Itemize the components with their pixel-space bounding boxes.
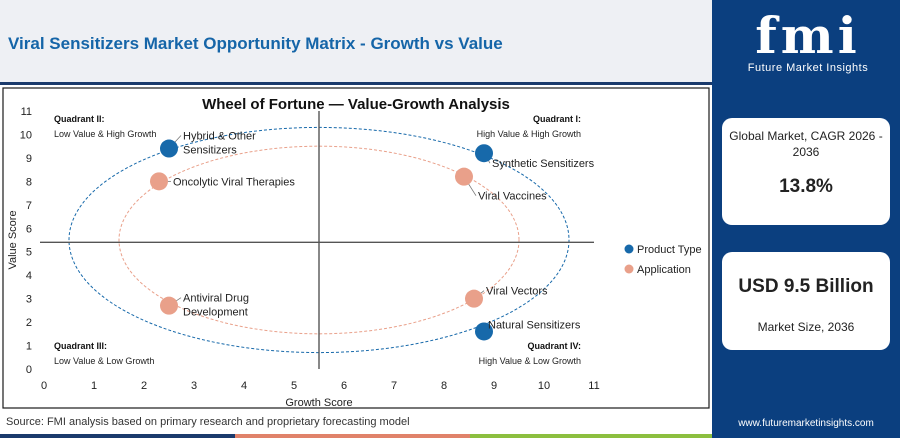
x-tick-label: 11 xyxy=(588,380,599,392)
y-tick-label: 10 xyxy=(20,129,32,141)
x-tick-label: 6 xyxy=(341,380,347,392)
data-point xyxy=(475,322,493,341)
outer-ring xyxy=(68,126,570,354)
y-tick-label: 7 xyxy=(26,200,32,212)
y-tick-label: 0 xyxy=(26,364,32,376)
chart-area: Wheel of Fortune — Value-Growth Analysis… xyxy=(0,85,712,411)
footer: Source: FMI analysis based on primary re… xyxy=(0,411,712,438)
data-label: Viral Vaccines xyxy=(478,191,547,203)
logo-letters: fmi xyxy=(755,6,861,65)
quadrant-subtitle: High Value & High Growth xyxy=(477,129,581,139)
data-label: Oncolytic Viral Therapies xyxy=(173,176,295,188)
x-tick-label: 7 xyxy=(391,380,397,392)
market-size-label: Market Size, 2036 xyxy=(757,320,855,334)
y-tick-label: 9 xyxy=(26,153,32,165)
quadrant-subtitle: High Value & Low Growth xyxy=(479,356,581,366)
legend-label: Application xyxy=(637,264,691,276)
plot-frame xyxy=(2,87,710,409)
x-tick-label: 5 xyxy=(291,380,297,392)
footer-color-bar xyxy=(0,434,712,438)
title-bar: Viral Sensitizers Market Opportunity Mat… xyxy=(0,0,712,85)
quadrant-title: Quadrant III: xyxy=(54,341,107,351)
legend-marker xyxy=(624,264,634,274)
page-title: Viral Sensitizers Market Opportunity Mat… xyxy=(8,34,503,53)
data-label: Synthetic Sensitizers xyxy=(492,158,595,170)
data-point xyxy=(160,296,178,315)
market-size-value: USD 9.5 Billion xyxy=(738,276,874,297)
cagr-label: Global Market, CAGR 2026 - 2036 xyxy=(729,129,883,159)
source-note: Source: FMI analysis based on primary re… xyxy=(6,416,410,428)
data-point xyxy=(475,144,493,163)
y-tick-label: 5 xyxy=(26,247,32,259)
data-point xyxy=(455,167,473,186)
x-tick-label: 9 xyxy=(491,380,497,392)
y-tick-label: 1 xyxy=(26,341,32,353)
inner-ring xyxy=(118,145,520,335)
data-point xyxy=(150,172,168,191)
quadrant-title: Quadrant IV: xyxy=(527,341,581,351)
fmi-logo: fmi Future Market Insights xyxy=(726,8,890,86)
y-tick-label: 4 xyxy=(26,270,32,282)
opportunity-matrix-chart: Wheel of Fortune — Value-Growth Analysis… xyxy=(2,87,710,409)
y-tick-label: 11 xyxy=(21,106,32,118)
website-link[interactable]: www.futuremarketinsights.com xyxy=(738,418,874,429)
x-axis-label: Growth Score xyxy=(285,397,352,409)
x-tick-label: 4 xyxy=(241,380,247,392)
x-tick-label: 0 xyxy=(41,380,47,392)
x-tick-label: 10 xyxy=(538,380,550,392)
quadrant-subtitle: Low Value & High Growth xyxy=(54,129,156,139)
cagr-card: Global Market, CAGR 2026 - 2036 13.8% xyxy=(722,118,890,225)
y-tick-label: 3 xyxy=(26,294,32,306)
y-tick-label: 6 xyxy=(26,223,32,235)
x-tick-label: 3 xyxy=(191,380,197,392)
x-tick-label: 1 xyxy=(91,380,97,392)
quadrant-subtitle: Low Value & Low Growth xyxy=(54,356,154,366)
market-size-card: USD 9.5 Billion Market Size, 2036 xyxy=(722,252,890,350)
legend-marker xyxy=(624,244,634,254)
chart-title: Wheel of Fortune — Value-Growth Analysis xyxy=(202,96,510,113)
quadrant-title: Quadrant I: xyxy=(533,114,581,124)
y-tick-label: 2 xyxy=(26,317,32,329)
x-tick-label: 8 xyxy=(441,380,447,392)
quadrant-title: Quadrant II: xyxy=(54,114,105,124)
data-point xyxy=(465,289,483,308)
data-label: Hybrid & Other Sensitizers xyxy=(183,131,256,157)
logo-tagline: Future Market Insights xyxy=(747,62,869,74)
data-label: Natural Sensitizers xyxy=(488,319,581,331)
y-tick-label: 8 xyxy=(26,176,32,188)
cagr-value: 13.8% xyxy=(779,176,833,197)
right-panel: fmi Future Market Insights Global Market… xyxy=(712,0,900,438)
legend-label: Product Type xyxy=(637,244,702,256)
data-point xyxy=(160,139,178,158)
x-tick-label: 2 xyxy=(141,380,147,392)
data-label: Antiviral Drug Development xyxy=(183,293,249,319)
y-axis-label: Value Score xyxy=(7,210,19,269)
data-label: Viral Vectors xyxy=(486,286,548,298)
